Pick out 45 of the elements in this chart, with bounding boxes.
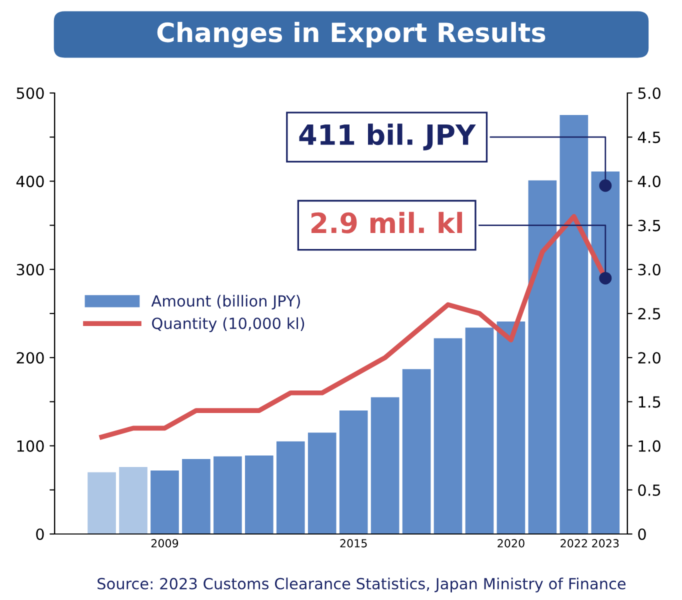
annotation: 411 bil. JPY xyxy=(299,124,476,150)
bar xyxy=(496,321,526,534)
x-tick-label: 2015 xyxy=(340,539,367,548)
y-tick-label: 300 xyxy=(16,264,44,276)
chart-title: Changes in Export Results xyxy=(157,22,546,48)
y2-tick-label: 2.0 xyxy=(638,352,660,364)
y-tick-label: 0 xyxy=(36,528,44,540)
bar xyxy=(88,472,116,534)
x-tick-label: 2009 xyxy=(151,539,178,548)
bar xyxy=(339,410,368,534)
y2-tick-label: 0 xyxy=(638,528,646,540)
x-tick-label: 2020 xyxy=(498,539,524,548)
y2-tick-label: 1.5 xyxy=(638,396,660,408)
bar xyxy=(591,172,620,534)
y-tick-label: 400 xyxy=(16,176,44,188)
legend-label: Quantity (10,000 kl) xyxy=(152,317,304,332)
source-note: Source: 2023 Customs Clearance Statistics, Japan Ministry of Finance xyxy=(98,578,626,592)
y2-tick-label: 3.0 xyxy=(638,264,660,276)
legend-label: Amount (billion JPY) xyxy=(151,294,300,310)
y-tick-label: 500 xyxy=(16,87,44,100)
bar xyxy=(150,470,179,534)
bar xyxy=(182,459,210,534)
bar xyxy=(560,115,588,534)
y2-tick-label: 5.0 xyxy=(638,87,660,100)
bar xyxy=(276,441,305,534)
y2-tick-label: 1.0 xyxy=(638,440,660,452)
x-tick-label: 2023 xyxy=(592,539,619,548)
y-tick-label: 100 xyxy=(17,440,44,452)
bar xyxy=(402,369,431,534)
bar xyxy=(214,456,242,534)
y-tick-label: 200 xyxy=(16,352,44,364)
bar xyxy=(244,456,274,534)
bar xyxy=(465,328,494,534)
x-tick-label: 2022 xyxy=(560,539,587,548)
y2-tick-label: 0.5 xyxy=(638,484,660,496)
y2-tick-label: 4.5 xyxy=(638,132,660,144)
y2-tick-label: 2.5 xyxy=(638,308,660,320)
bar xyxy=(528,180,557,534)
y2-tick-label: 3.5 xyxy=(638,220,660,232)
annotation: 2.9 mil. kl xyxy=(311,212,462,234)
bar xyxy=(308,432,336,534)
bar xyxy=(434,338,462,534)
bar xyxy=(119,466,148,534)
bar xyxy=(370,397,400,534)
y2-tick-label: 4.0 xyxy=(638,176,660,188)
